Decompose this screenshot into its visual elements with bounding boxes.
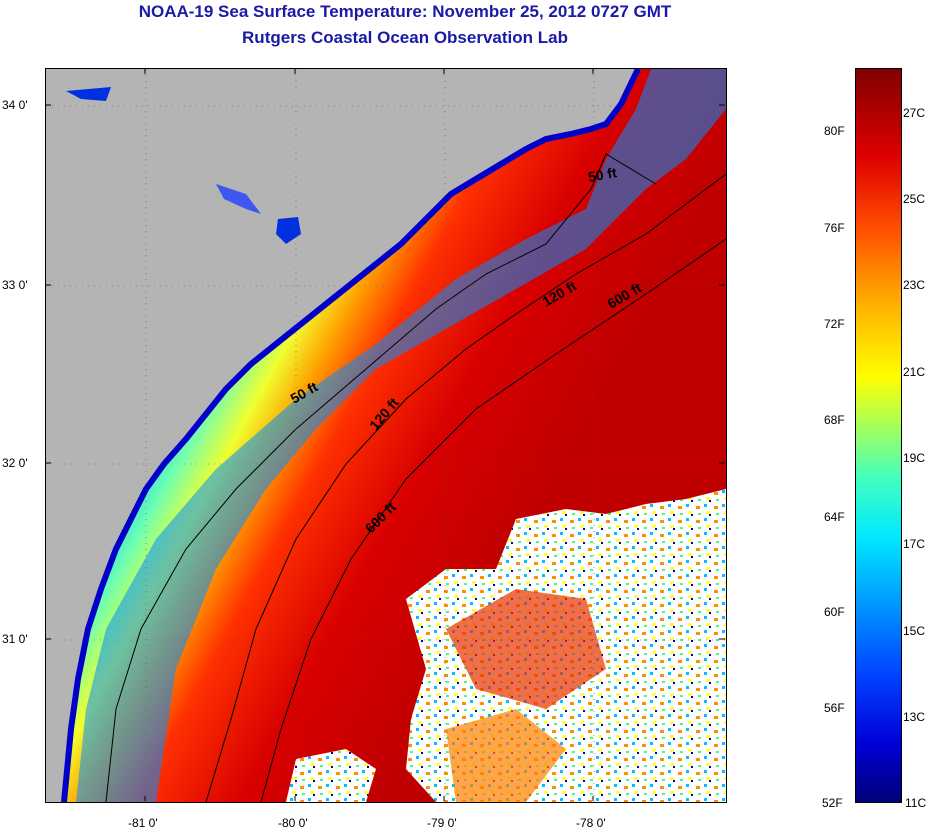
colorbar-label-f: 56F [824, 701, 845, 715]
colorbar [855, 68, 902, 803]
colorbar-label-c: 23C [903, 278, 926, 292]
colorbar-label-f: 60F [824, 605, 845, 619]
colorbar-label-c: 27C [903, 106, 926, 120]
land-mass [46, 69, 638, 802]
coastal-cold-band [76, 69, 726, 802]
colorbar-label-c: 13C [903, 710, 926, 724]
lon-label: -78 0' [576, 816, 606, 830]
colorbar-label-f: 52F [822, 796, 843, 810]
inland-lake [216, 184, 261, 214]
colorbar-label-c: 21C [903, 365, 926, 379]
lon-label: -79 0' [427, 816, 457, 830]
lon-label: -81 0' [128, 816, 158, 830]
colorbar-label-c: 25C [903, 192, 926, 206]
warm-patch [446, 709, 566, 802]
colorbar-label-c: 11C [905, 796, 927, 810]
warm-patch [446, 589, 606, 709]
cloud-area [286, 749, 376, 802]
isobath-600ft [260, 238, 726, 802]
colorbar-label-f: 80F [824, 124, 845, 138]
colorbar-label-c: 15C [903, 624, 926, 638]
lon-label: -80 0' [278, 816, 308, 830]
lat-label: 33 0' [2, 278, 28, 292]
lat-label: 34 0' [2, 98, 28, 112]
colorbar-label-c: 19C [903, 451, 926, 465]
title-line-1: NOAA-19 Sea Surface Temperature: Novembe… [138, 2, 672, 21]
colorbar-label-f: 64F [824, 510, 845, 524]
colorbar-label-f: 76F [824, 221, 845, 235]
coastline [61, 69, 641, 802]
inland-lake [66, 87, 111, 101]
title-line-2: Rutgers Coastal Ocean Observation Lab [242, 28, 568, 47]
colorbar-label-f: 68F [824, 413, 845, 427]
inland-lake [276, 217, 301, 244]
sst-map[interactable]: 50 ft 120 ft 600 ft 50 ft 120 ft 600 ft [45, 68, 727, 803]
colorbar-label-c: 17C [903, 537, 926, 551]
graticule [46, 69, 726, 802]
isobath-50ft [105, 153, 657, 802]
lat-label: 32 0' [2, 456, 28, 470]
colorbar-label-f: 72F [824, 317, 845, 331]
isobath-120ft [205, 173, 726, 802]
isobath-label: 50 ft [587, 164, 618, 185]
lat-label: 31 0' [2, 632, 28, 646]
